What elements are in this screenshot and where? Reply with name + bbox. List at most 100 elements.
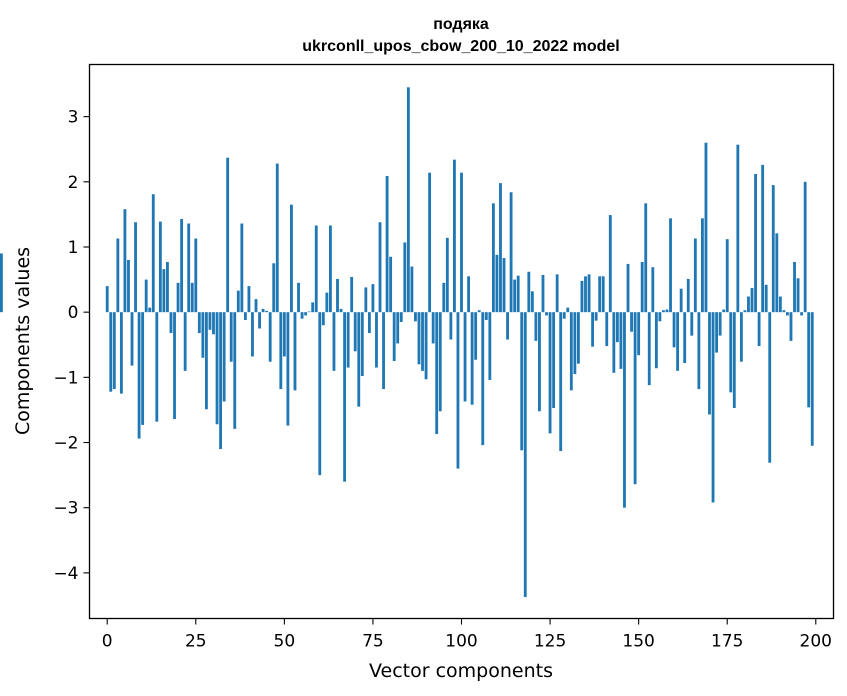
bar bbox=[796, 278, 800, 313]
bar bbox=[577, 312, 580, 364]
bar bbox=[290, 204, 293, 313]
bar bbox=[385, 175, 389, 313]
bar bbox=[155, 312, 159, 422]
bar bbox=[300, 312, 304, 319]
bar bbox=[803, 181, 807, 313]
bar bbox=[169, 312, 173, 334]
bar bbox=[757, 312, 761, 347]
bar bbox=[502, 258, 506, 313]
bar bbox=[201, 312, 205, 358]
bar bbox=[647, 312, 651, 386]
bar bbox=[151, 194, 155, 313]
y-tick-label: 1 bbox=[68, 238, 79, 258]
bar bbox=[275, 163, 279, 313]
bar bbox=[499, 183, 502, 313]
bar bbox=[743, 310, 747, 313]
bar bbox=[520, 312, 524, 451]
bar bbox=[715, 312, 718, 353]
bar bbox=[205, 312, 208, 410]
bar bbox=[548, 312, 552, 434]
bar bbox=[562, 312, 566, 319]
bar bbox=[683, 312, 687, 364]
bar bbox=[729, 312, 733, 393]
bar bbox=[187, 223, 191, 313]
y-tick-label: 2 bbox=[68, 173, 79, 193]
bar bbox=[367, 312, 371, 334]
x-tick-label: 0 bbox=[102, 632, 113, 652]
bar bbox=[778, 296, 782, 313]
bar bbox=[545, 312, 548, 316]
bars-group bbox=[0, 87, 814, 597]
bar bbox=[318, 312, 322, 476]
bar bbox=[488, 312, 492, 380]
x-axis-label: Vector components bbox=[369, 660, 553, 682]
bar bbox=[495, 254, 499, 313]
bar bbox=[605, 312, 609, 347]
bar bbox=[219, 312, 222, 450]
bar bbox=[421, 312, 424, 371]
bar bbox=[768, 312, 772, 463]
bar bbox=[431, 312, 435, 344]
bar bbox=[789, 312, 793, 341]
bar bbox=[148, 307, 152, 313]
bar bbox=[360, 312, 364, 377]
bar bbox=[134, 222, 137, 313]
bar bbox=[183, 312, 187, 371]
bar bbox=[233, 312, 237, 429]
bar bbox=[392, 312, 396, 362]
bar bbox=[523, 312, 527, 597]
bar bbox=[623, 312, 626, 508]
bar bbox=[555, 274, 559, 313]
x-tick-label: 50 bbox=[274, 632, 296, 652]
bar bbox=[527, 271, 531, 313]
bar bbox=[212, 312, 215, 335]
bar bbox=[637, 312, 641, 356]
y-axis-ticks: −4 −3 −2 −1 0 1 2 3 bbox=[53, 108, 90, 584]
bar bbox=[222, 312, 226, 402]
bar bbox=[538, 312, 541, 412]
bar bbox=[679, 288, 683, 313]
bar bbox=[424, 312, 428, 380]
bar bbox=[697, 312, 701, 390]
bar bbox=[226, 157, 230, 313]
bar bbox=[640, 261, 644, 313]
bar bbox=[541, 275, 545, 313]
bar bbox=[357, 312, 361, 407]
bar bbox=[346, 312, 350, 368]
y-tick-label: −1 bbox=[53, 368, 78, 388]
y-axis-label: Components values bbox=[12, 247, 34, 435]
bar bbox=[371, 284, 375, 313]
bar bbox=[669, 218, 672, 313]
bar bbox=[782, 310, 786, 313]
y-tick-label: 3 bbox=[68, 108, 79, 128]
bar bbox=[598, 276, 602, 313]
bar bbox=[116, 238, 120, 313]
bar bbox=[339, 308, 343, 313]
bar bbox=[810, 312, 814, 446]
bar bbox=[754, 174, 757, 313]
bar bbox=[435, 312, 439, 435]
bar bbox=[630, 312, 633, 332]
bar bbox=[732, 312, 736, 408]
y-tick-label: 0 bbox=[68, 303, 79, 323]
bar bbox=[552, 312, 556, 408]
bar bbox=[725, 239, 729, 313]
bar bbox=[701, 218, 704, 313]
bar bbox=[654, 312, 658, 369]
bar bbox=[109, 312, 113, 392]
bar bbox=[491, 203, 495, 313]
bar bbox=[750, 288, 754, 313]
bar bbox=[470, 312, 474, 405]
bar bbox=[704, 142, 708, 313]
bar bbox=[612, 312, 616, 373]
bar bbox=[708, 312, 711, 415]
bar bbox=[626, 263, 630, 313]
bar bbox=[566, 307, 570, 313]
bar bbox=[460, 172, 463, 313]
x-axis-ticks: 0 25 50 75 100 125 150 175 200 bbox=[102, 618, 832, 652]
bar bbox=[747, 296, 750, 313]
bar bbox=[389, 256, 393, 313]
x-tick-label: 150 bbox=[622, 632, 654, 652]
bar bbox=[176, 282, 180, 313]
bar bbox=[591, 312, 594, 347]
